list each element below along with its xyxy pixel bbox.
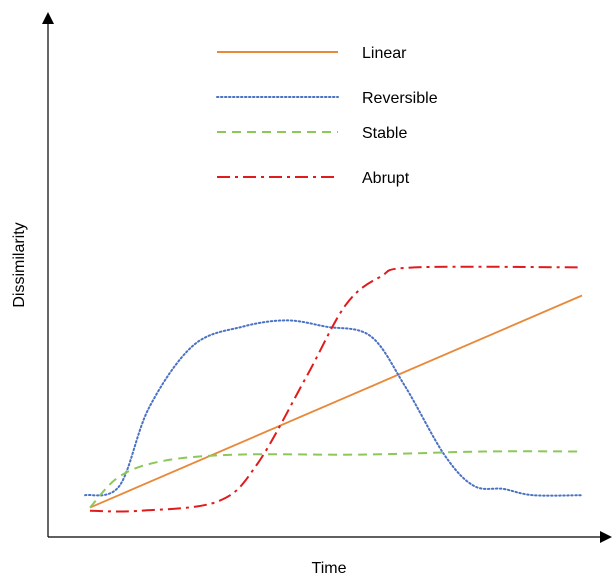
legend: Linear Reversible Stable Abrupt	[216, 45, 438, 187]
axes	[42, 12, 612, 543]
x-axis-label: Time	[312, 560, 347, 577]
legend-label-stable: Stable	[362, 125, 407, 142]
legend-label-linear: Linear	[362, 45, 407, 62]
series-line-reversible	[84, 319, 583, 497]
y-axis-label: Dissimilarity	[11, 222, 28, 307]
series-layer	[84, 265, 583, 513]
series-line-linear	[89, 294, 583, 509]
legend-label-reversible: Reversible	[362, 90, 438, 107]
legend-label-abrupt: Abrupt	[362, 170, 410, 187]
series-line-stable	[89, 450, 583, 509]
series-line-abrupt	[89, 265, 583, 513]
